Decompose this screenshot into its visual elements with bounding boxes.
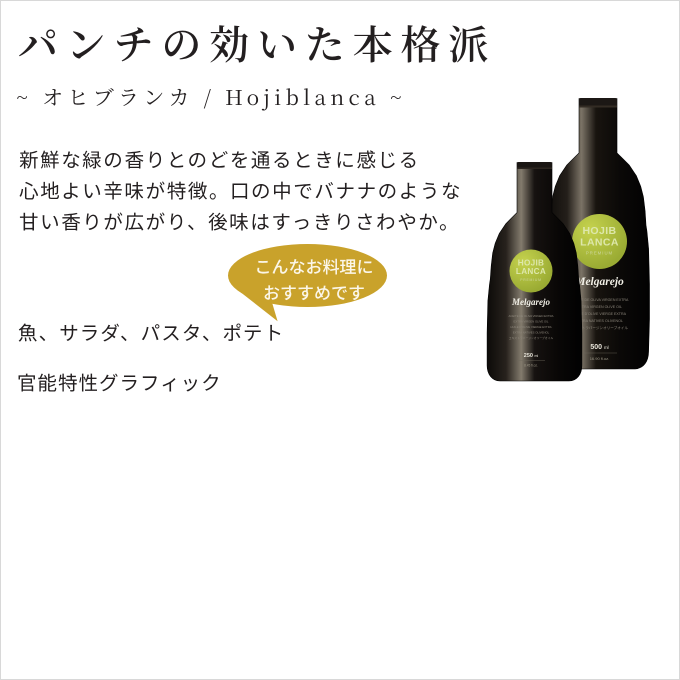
svg-text:Melgarejo: Melgarejo (574, 276, 624, 288)
svg-text:Melgarejo: Melgarejo (511, 297, 550, 307)
svg-text:EXTRA VIRGEN OLIVE OIL: EXTRA VIRGEN OLIVE OIL (577, 305, 622, 309)
svg-text:16.90 fl.oz.: 16.90 fl.oz. (590, 356, 610, 361)
svg-text:8.45 fl.oz.: 8.45 fl.oz. (524, 364, 538, 368)
svg-text:HOJIB: HOJIB (582, 225, 616, 237)
svg-text:EXTRA NATIVES OLIVENOL: EXTRA NATIVES OLIVENOL (576, 319, 623, 323)
svg-text:PREMIUM: PREMIUM (586, 251, 613, 256)
svg-text:PREMIUM: PREMIUM (520, 278, 542, 282)
svg-text:EXTRA VIRGEN OLIVE OIL: EXTRA VIRGEN OLIVE OIL (514, 320, 549, 324)
svg-text:LANCA: LANCA (580, 237, 619, 249)
svg-text:ACEITE DE OLIVA VIRGEN EXTRA: ACEITE DE OLIVA VIRGEN EXTRA (508, 314, 553, 318)
svg-text:エキストラバージンオリーブオイル: エキストラバージンオリーブオイル (509, 336, 554, 340)
svg-text:LANCA: LANCA (516, 267, 546, 276)
svg-text:EXTRA NATIVES OLIVENOL: EXTRA NATIVES OLIVENOL (513, 331, 550, 335)
svg-text:500 ml: 500 ml (590, 344, 608, 351)
svg-text:HUILE D'OLIVE VIERGE EXTRA: HUILE D'OLIVE VIERGE EXTRA (510, 325, 551, 329)
